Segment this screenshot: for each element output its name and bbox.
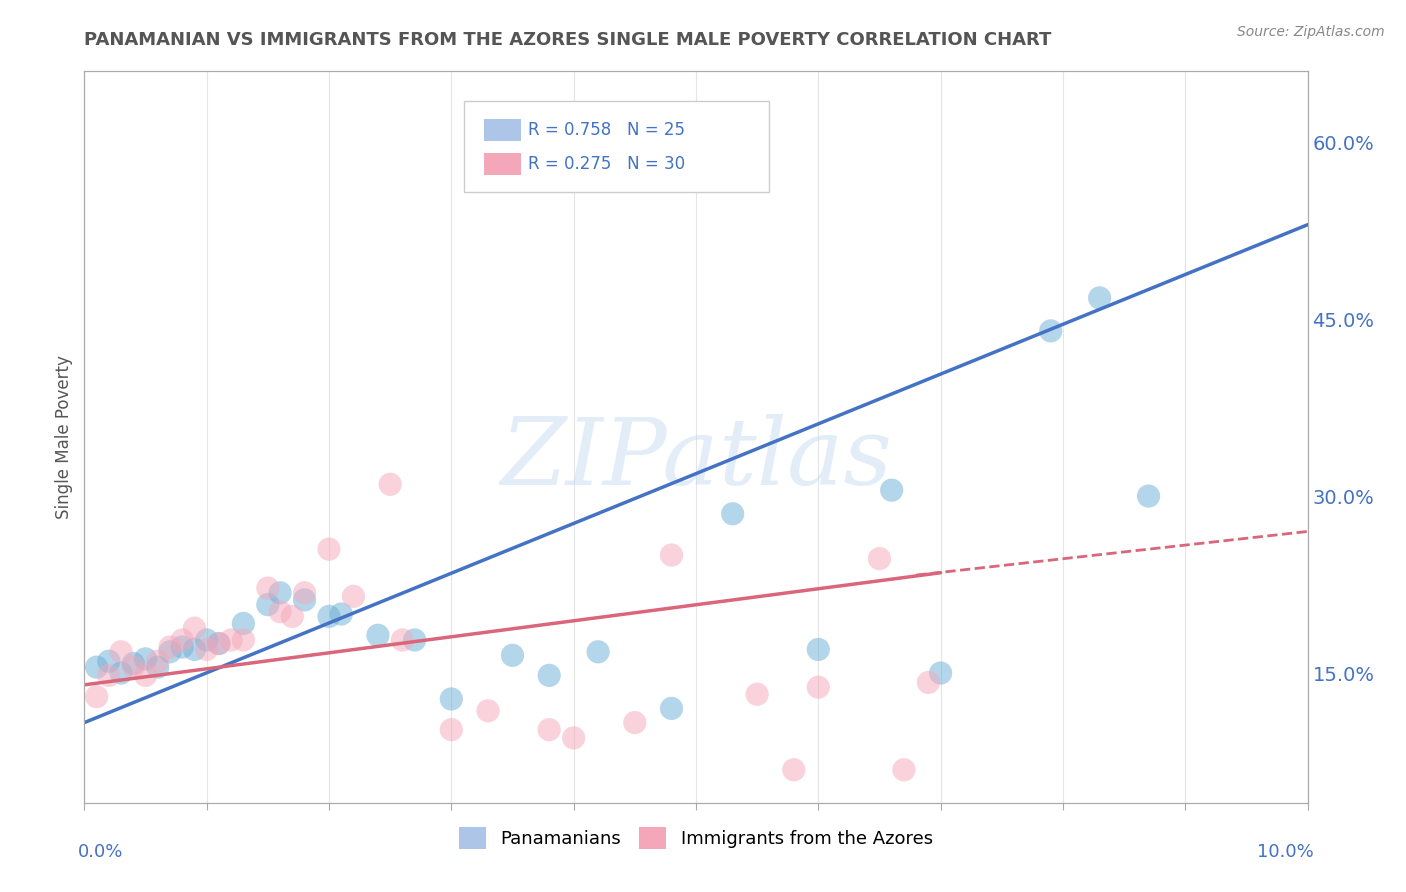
Point	[502, 648, 524, 663]
Point	[208, 636, 231, 650]
Point	[661, 548, 683, 562]
Point	[562, 731, 585, 745]
Point	[195, 632, 218, 647]
Point	[281, 609, 304, 624]
Point	[195, 642, 218, 657]
Point	[219, 632, 242, 647]
Point	[1137, 489, 1160, 503]
Point	[294, 586, 316, 600]
Point	[917, 675, 939, 690]
Point	[294, 593, 316, 607]
Point	[624, 715, 647, 730]
Point	[269, 586, 291, 600]
Point	[159, 645, 181, 659]
Point	[880, 483, 903, 498]
Point	[172, 640, 194, 654]
Point	[122, 660, 145, 674]
Point	[367, 628, 389, 642]
Point	[232, 616, 254, 631]
Point	[586, 645, 609, 659]
Text: ZIPatlas: ZIPatlas	[501, 414, 891, 504]
Text: 10.0%: 10.0%	[1257, 843, 1313, 861]
Y-axis label: Single Male Poverty: Single Male Poverty	[55, 355, 73, 519]
Point	[86, 660, 108, 674]
FancyBboxPatch shape	[484, 153, 522, 175]
Point	[1039, 324, 1062, 338]
Point	[477, 704, 499, 718]
Point	[1088, 291, 1111, 305]
Point	[869, 551, 891, 566]
Point	[110, 645, 132, 659]
Point	[721, 507, 744, 521]
Text: R = 0.758   N = 25: R = 0.758 N = 25	[529, 121, 685, 139]
FancyBboxPatch shape	[464, 101, 769, 192]
Point	[318, 609, 340, 624]
FancyBboxPatch shape	[484, 119, 522, 141]
Point	[146, 654, 169, 668]
Point	[929, 666, 952, 681]
Point	[183, 642, 205, 657]
Point	[269, 605, 291, 619]
Point	[318, 542, 340, 557]
Point	[135, 668, 157, 682]
Point	[86, 690, 108, 704]
Point	[208, 636, 231, 650]
Point	[122, 657, 145, 671]
Point	[661, 701, 683, 715]
Point	[783, 763, 806, 777]
Point	[807, 680, 830, 694]
Point	[391, 632, 413, 647]
Point	[404, 632, 426, 647]
Point	[330, 607, 353, 621]
Point	[538, 668, 561, 682]
Point	[342, 590, 364, 604]
Point	[538, 723, 561, 737]
Text: R = 0.275   N = 30: R = 0.275 N = 30	[529, 155, 686, 173]
Text: 0.0%: 0.0%	[79, 843, 124, 861]
Point	[257, 598, 280, 612]
Text: Source: ZipAtlas.com: Source: ZipAtlas.com	[1237, 25, 1385, 39]
Point	[183, 621, 205, 635]
Point	[146, 660, 169, 674]
Point	[110, 666, 132, 681]
Point	[893, 763, 915, 777]
Point	[440, 723, 463, 737]
Point	[232, 632, 254, 647]
Point	[807, 642, 830, 657]
Point	[380, 477, 402, 491]
Point	[97, 654, 120, 668]
Point	[172, 632, 194, 647]
Point	[97, 668, 120, 682]
Point	[440, 692, 463, 706]
Point	[747, 687, 769, 701]
Text: PANAMANIAN VS IMMIGRANTS FROM THE AZORES SINGLE MALE POVERTY CORRELATION CHART: PANAMANIAN VS IMMIGRANTS FROM THE AZORES…	[84, 31, 1052, 49]
Legend: Panamanians, Immigrants from the Azores: Panamanians, Immigrants from the Azores	[451, 820, 941, 856]
Point	[135, 652, 157, 666]
Point	[159, 640, 181, 654]
Point	[257, 581, 280, 595]
